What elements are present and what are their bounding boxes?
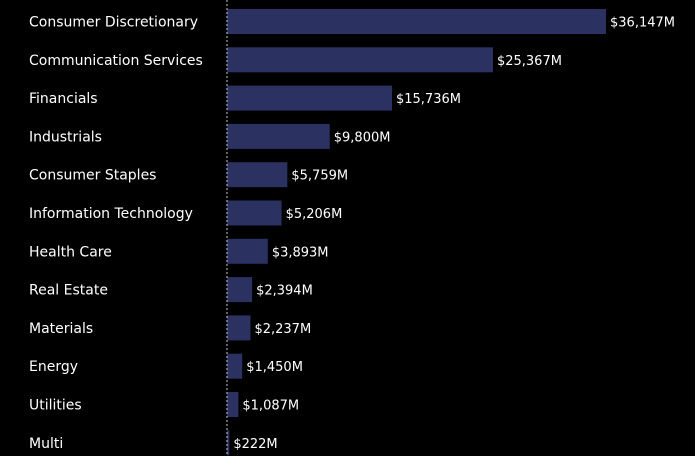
value-label-industrials: $9,800M bbox=[334, 130, 391, 145]
value-label-multi: $222M bbox=[233, 437, 277, 452]
bar-multi bbox=[227, 430, 230, 456]
category-label-industrials: Industrials bbox=[29, 129, 102, 145]
value-label-real-estate: $2,394M bbox=[256, 284, 313, 299]
labels-layer: Consumer Discretionary $36,147M Communicat… bbox=[29, 15, 675, 452]
bar-utilities bbox=[227, 392, 239, 417]
bar-consumer-staples bbox=[227, 162, 288, 188]
category-label-materials: Materials bbox=[29, 321, 93, 337]
category-label-consumer-discretionary: Consumer Discretionary bbox=[29, 15, 198, 31]
bar-health-care bbox=[227, 238, 268, 264]
value-label-consumer-discretionary: $36,147M bbox=[610, 16, 675, 31]
category-label-information-technology: Information Technology bbox=[29, 206, 193, 222]
category-label-multi: Multi bbox=[29, 436, 63, 452]
value-label-health-care: $3,893M bbox=[272, 245, 329, 260]
bar-information-technology bbox=[227, 200, 282, 226]
category-label-energy: Energy bbox=[29, 359, 78, 375]
category-label-health-care: Health Care bbox=[29, 244, 112, 260]
category-label-utilities: Utilities bbox=[29, 398, 82, 414]
category-label-financials: Financials bbox=[29, 91, 98, 107]
value-label-materials: $2,237M bbox=[254, 322, 311, 337]
value-label-consumer-staples: $5,759M bbox=[291, 169, 348, 184]
bar-financials bbox=[227, 85, 392, 111]
value-label-information-technology: $5,206M bbox=[286, 207, 343, 222]
bar-industrials bbox=[227, 123, 330, 149]
category-label-communication-services: Communication Services bbox=[29, 53, 203, 69]
value-label-utilities: $1,087M bbox=[242, 399, 299, 414]
value-label-financials: $15,736M bbox=[396, 92, 461, 107]
bar-consumer-discretionary bbox=[227, 9, 606, 34]
value-label-communication-services: $25,367M bbox=[497, 54, 562, 69]
bar-materials bbox=[227, 315, 251, 341]
category-label-consumer-staples: Consumer Staples bbox=[29, 168, 156, 184]
bar-communication-services bbox=[227, 47, 493, 73]
bar-real-estate bbox=[227, 277, 253, 303]
bar-energy bbox=[227, 353, 243, 379]
bars-layer bbox=[227, 9, 606, 456]
category-label-real-estate: Real Estate bbox=[29, 283, 108, 299]
value-label-energy: $1,450M bbox=[246, 360, 303, 375]
